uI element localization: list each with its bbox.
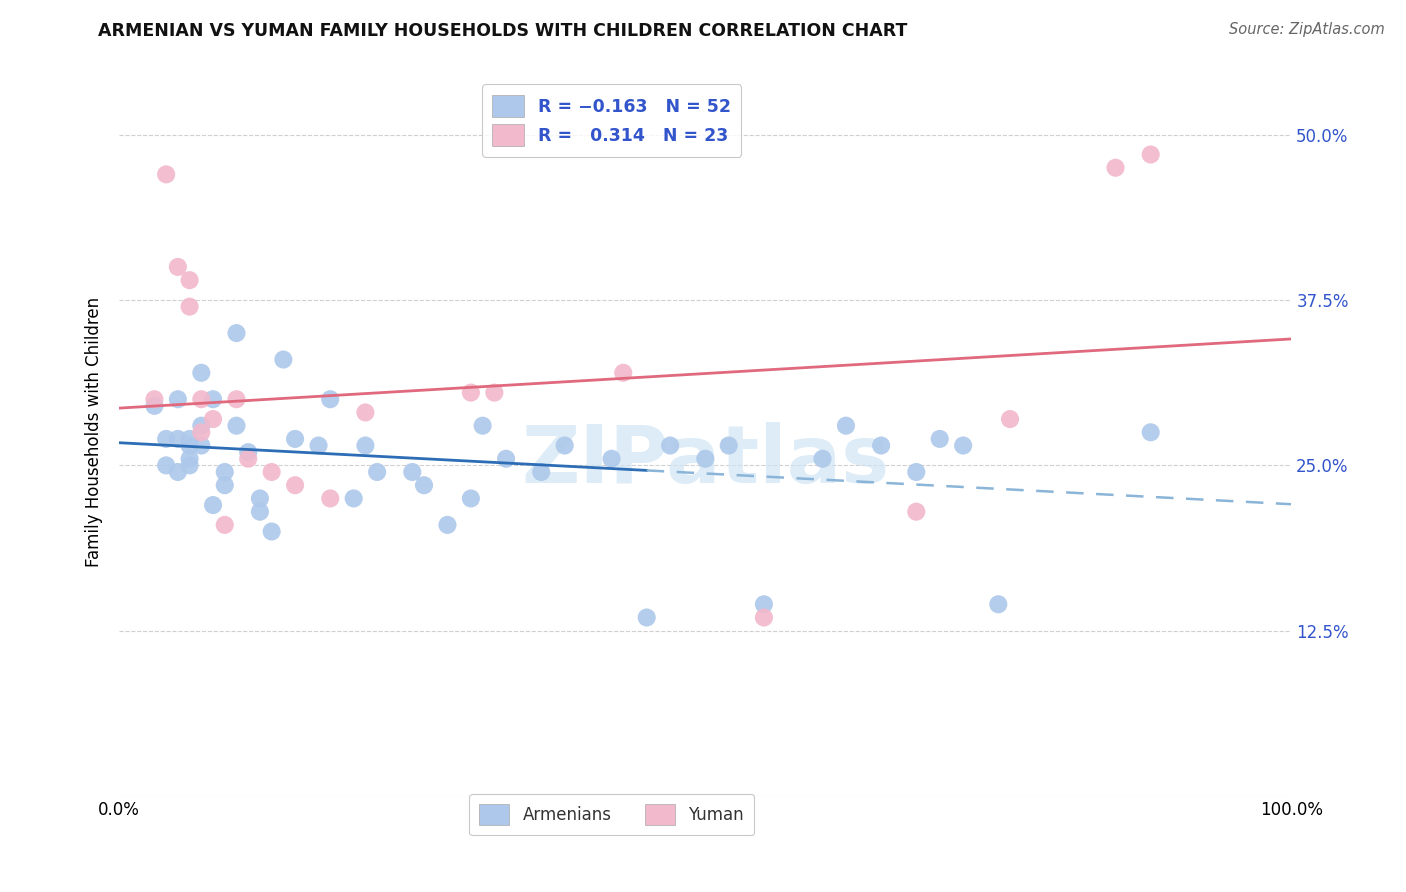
Point	[612, 366, 634, 380]
Point	[260, 524, 283, 539]
Point	[870, 438, 893, 452]
Point	[905, 505, 928, 519]
Point	[811, 451, 834, 466]
Point	[752, 597, 775, 611]
Y-axis label: Family Households with Children: Family Households with Children	[86, 297, 103, 567]
Point	[179, 451, 201, 466]
Point	[214, 517, 236, 532]
Point	[366, 465, 388, 479]
Point	[214, 478, 236, 492]
Point	[905, 465, 928, 479]
Point	[659, 438, 682, 452]
Point	[600, 451, 623, 466]
Point	[238, 451, 260, 466]
Point	[179, 300, 201, 314]
Point	[1139, 147, 1161, 161]
Point	[190, 425, 212, 440]
Point	[179, 432, 201, 446]
Point	[260, 465, 283, 479]
Point	[952, 438, 974, 452]
Point	[284, 478, 307, 492]
Point	[202, 412, 225, 426]
Point	[436, 517, 458, 532]
Point	[167, 392, 190, 407]
Point	[717, 438, 740, 452]
Point	[249, 505, 271, 519]
Point	[202, 498, 225, 512]
Point	[554, 438, 576, 452]
Point	[202, 392, 225, 407]
Point	[319, 392, 342, 407]
Point	[354, 405, 377, 419]
Legend: Armenians, Yuman: Armenians, Yuman	[470, 794, 754, 835]
Point	[214, 465, 236, 479]
Point	[471, 418, 494, 433]
Point	[835, 418, 858, 433]
Point	[495, 451, 517, 466]
Point	[190, 392, 212, 407]
Point	[225, 326, 247, 340]
Point	[190, 438, 212, 452]
Point	[143, 392, 166, 407]
Point	[225, 392, 247, 407]
Point	[155, 167, 177, 181]
Point	[225, 418, 247, 433]
Point	[273, 352, 295, 367]
Point	[695, 451, 717, 466]
Text: Source: ZipAtlas.com: Source: ZipAtlas.com	[1229, 22, 1385, 37]
Point	[284, 432, 307, 446]
Point	[460, 491, 482, 506]
Point	[460, 385, 482, 400]
Point	[987, 597, 1010, 611]
Point	[998, 412, 1021, 426]
Point	[319, 491, 342, 506]
Point	[155, 432, 177, 446]
Point	[308, 438, 330, 452]
Text: ZIPatlas: ZIPatlas	[522, 423, 890, 500]
Point	[249, 491, 271, 506]
Text: ARMENIAN VS YUMAN FAMILY HOUSEHOLDS WITH CHILDREN CORRELATION CHART: ARMENIAN VS YUMAN FAMILY HOUSEHOLDS WITH…	[98, 22, 908, 40]
Point	[343, 491, 366, 506]
Point	[1139, 425, 1161, 440]
Point	[484, 385, 506, 400]
Point	[179, 273, 201, 287]
Point	[1104, 161, 1126, 175]
Point	[928, 432, 950, 446]
Point	[179, 438, 201, 452]
Point	[530, 465, 553, 479]
Point	[155, 458, 177, 473]
Point	[636, 610, 658, 624]
Point	[167, 432, 190, 446]
Point	[401, 465, 423, 479]
Point	[167, 465, 190, 479]
Point	[190, 418, 212, 433]
Point	[190, 366, 212, 380]
Point	[143, 399, 166, 413]
Point	[167, 260, 190, 274]
Point	[752, 610, 775, 624]
Point	[354, 438, 377, 452]
Point	[413, 478, 436, 492]
Point	[179, 458, 201, 473]
Point	[238, 445, 260, 459]
